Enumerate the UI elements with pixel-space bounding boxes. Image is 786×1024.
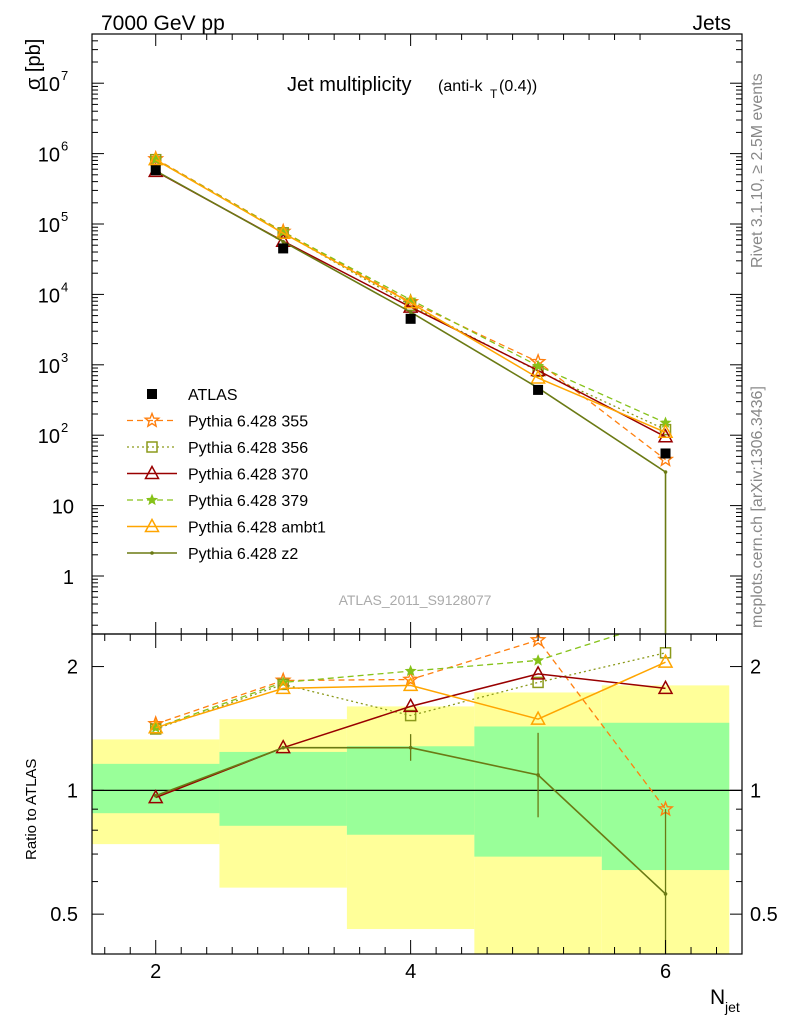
ratio-point-p355 [529,634,547,648]
legend: ATLAS Pythia 6.428 355 Pythia 6.428 356 Pyt… [127,387,326,563]
ratio-point-z2 [153,793,158,798]
legend-marker-p356 [146,441,158,453]
y-tick-label: 10 [38,74,60,96]
mcplots-label: mcplots.cern.ch [arXiv:1306.3436] [749,386,766,628]
x-axis-label: N [710,986,725,1009]
ratio-point-ambt1 [402,676,419,692]
y-tick-label: 10 [38,215,60,237]
ratio-point-p356 [404,709,417,722]
ratio-point-p370 [530,665,546,680]
legend-label-p370: Pythia 6.428 370 [188,467,308,484]
legend-label-p356: Pythia 6.428 356 [188,440,308,457]
y-tick-label-exponent: 4 [61,279,68,294]
legend-marker-ambt1 [144,517,160,533]
ratio-y-tick-label-left: 2 [67,657,78,679]
point-ambt1 [530,369,546,384]
legend-label-ambt1: Pythia 6.428 ambt1 [188,520,326,537]
point-ambt1 [275,224,291,239]
point-z2 [408,310,413,314]
ratio-point-ambt1 [657,653,674,668]
ratio-point-p370 [147,789,164,804]
y-tick-label-exponent: 3 [61,350,68,365]
y-tick-label-exponent: 7 [61,68,68,83]
ratio-panel: 0.5 0.5 1 1 2 2 2 4 6 Ratio to ATLAS N jet [23,633,778,1015]
legend-marker-p379 [145,493,159,506]
point-p379 [531,359,545,372]
ratio-point-p379 [532,654,545,666]
uncertainty-band-inner [219,751,347,826]
category-label: Jets [692,12,731,35]
point-atlas [150,165,161,176]
chart-title: Jet multiplicity [287,74,411,96]
y-axis-label: σ [pb] [23,39,45,90]
y-tick-label-exponent: 2 [61,420,68,435]
ratio-point-p370 [275,739,291,754]
point-ambt1 [147,151,164,166]
point-z2 [281,239,285,244]
legend-label-atlas: ATLAS [188,387,238,404]
y-tick-label-exponent: 5 [61,209,68,224]
point-atlas [405,313,416,324]
point-p370 [657,428,674,443]
chart-title-algorithm: (anti-k [438,78,483,95]
y-tick-label-exponent: 6 [61,139,68,154]
legend-label-z2: Pythia 6.428 z2 [188,546,298,563]
x-tick-label: 4 [405,961,416,983]
ratio-y-tick-label-left: 1 [67,780,78,802]
series-line-p379 [155,158,666,424]
point-ambt1 [657,423,674,439]
point-ambt1 [402,294,419,309]
ratio-point-p370 [402,697,419,713]
y-tick-label: 10 [38,356,60,378]
legend-label-p355: Pythia 6.428 355 [188,414,308,431]
x-tick-label: 2 [150,961,161,983]
ratio-point-p379 [404,664,417,677]
point-atlas [660,448,671,459]
ratio-point-p370 [657,679,674,695]
ratio-y-tick-label-right: 2 [750,657,761,679]
ratio-point-ambt1 [530,710,546,725]
x-tick-label: 6 [660,961,671,983]
ratio-point-z2 [281,745,285,750]
ratio-point-ambt1 [275,679,291,695]
series-line-ambt1 [155,159,666,433]
ratio-y-tick-label-right: 0.5 [750,904,778,926]
energy-label: 7000 GeV pp [101,12,225,35]
ratio-point-p356 [532,676,544,689]
y-tick-label: 1 [63,567,74,589]
y-tick-label: 10 [38,426,60,448]
point-p379 [149,152,162,165]
y-tick-label: 10 [38,285,60,307]
ratio-panel-frame [91,633,743,955]
ratio-y-axis-label: Ratio to ATLAS [23,759,40,860]
uncertainty-band-inner [92,763,220,814]
rivet-label: Rivet 3.1.10, ≥ 2.5M events [749,73,766,268]
point-atlas [533,384,544,395]
legend-label-p379: Pythia 6.428 379 [188,493,308,510]
ratio-y-tick-label-right: 1 [750,780,761,802]
legend-marker-z2 [150,551,154,555]
chart-title-subscript: T [490,87,498,101]
ratio-line-ambt1 [155,661,666,729]
ratio-line-p356 [155,652,666,730]
x-axis-label-subscript: jet [724,999,740,1015]
analysis-watermark: ATLAS_2011_S9128077 [339,592,492,608]
y-tick-label: 10 [38,145,60,167]
legend-marker-atlas [147,389,157,399]
legend-marker-p355 [143,411,161,428]
legend-marker-p370 [144,464,160,480]
ratio-point-p355 [402,670,420,687]
ratio-point-ambt1 [147,719,164,734]
ratio-y-tick-label-left: 0.5 [50,904,78,926]
point-atlas [278,243,289,254]
chart-title-radius: (0.4)) [499,78,537,95]
y-tick-label: 10 [52,497,74,519]
main-panel-frame [91,33,743,635]
